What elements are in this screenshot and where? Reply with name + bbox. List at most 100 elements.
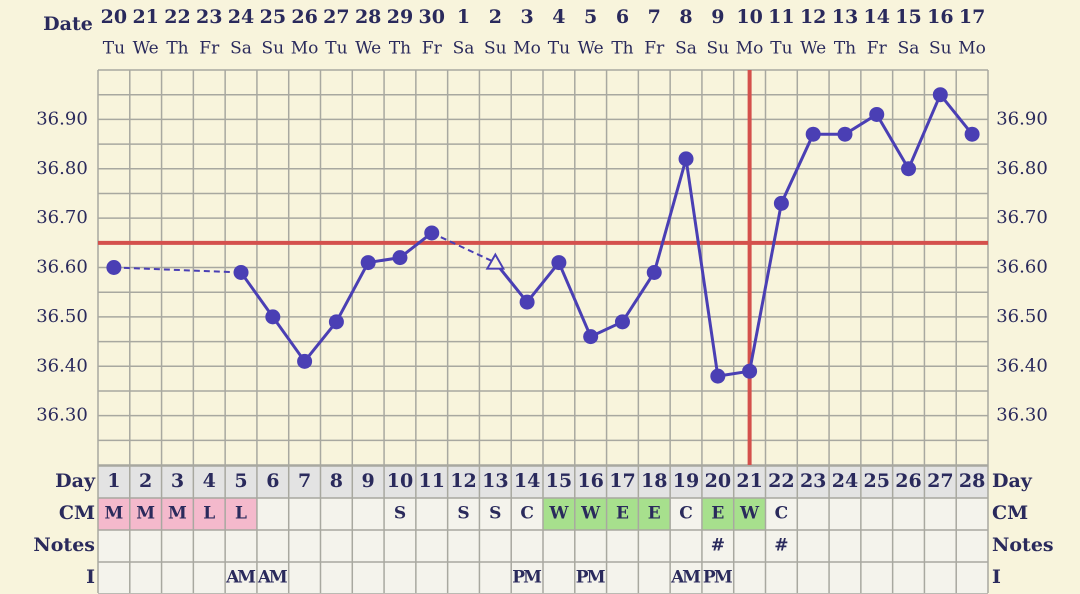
table-cell [543,498,575,530]
table-cell [797,562,830,594]
point [773,195,789,211]
table-cell [829,530,861,562]
weekday-label: Th [834,39,856,59]
cell-text: 3 [171,470,184,492]
date-label: 30 [419,6,445,28]
cell-text: C [775,504,789,524]
y-tick-label: 36.30 [36,405,88,426]
table-cell [829,562,861,594]
table-cell [638,530,671,562]
table-cell [225,498,257,530]
point [710,368,726,384]
row-label-right: Notes [992,534,1054,556]
point [964,126,980,142]
cell-text: 12 [450,470,476,492]
table-cell [860,466,893,498]
table-cell [256,562,289,594]
cell-text: 28 [959,470,985,492]
point [837,126,853,142]
row-label: CM [59,502,95,524]
point [297,353,313,369]
table-cell [797,498,830,530]
line-segment [525,261,561,304]
point [742,363,758,379]
cell-text: S [489,504,501,524]
line-segment [621,271,656,323]
dashed-segment [431,232,496,264]
date-label: 12 [800,6,826,28]
table-cell [733,562,766,594]
table-cell [98,562,130,594]
point [551,255,567,271]
cell-text: M [136,504,155,524]
weekday-label: Fr [867,39,888,59]
weekday-label: We [133,39,159,59]
date-label: 16 [927,6,953,28]
y-tick-label-right: 36.70 [996,207,1048,228]
cell-text: 19 [673,470,699,492]
weekday-label: Tu [103,39,125,59]
cell-text: W [548,504,569,524]
cell-text: PM [703,568,733,588]
date-label: 3 [520,6,533,28]
weekday-label: Tu [325,39,347,59]
table-cell [98,466,130,498]
cell-text: S [457,504,469,524]
date-label: 26 [291,6,317,28]
table-cell [193,562,226,594]
weekday-label: Th [389,39,411,59]
table-cell [256,466,289,498]
y-tick-label-right: 36.60 [996,257,1048,278]
point [392,250,408,266]
table-cell [733,466,766,498]
weekday-label: We [800,39,826,59]
date-label: 1 [457,6,470,28]
table-cell [670,530,702,562]
y-tick-label: 36.80 [36,158,88,179]
cell-text: 1 [107,470,120,492]
table-cell [765,562,798,594]
date-label: 4 [552,6,565,28]
weekday-label: Su [262,39,285,59]
line-segment [271,316,306,363]
table-cell [924,466,957,498]
cell-text: 15 [546,470,572,492]
cell-text: 24 [832,470,858,492]
weekday-label: Tu [548,39,570,59]
cell-text: 21 [736,470,762,492]
line-segment [239,271,275,318]
weekday-label: Tu [770,39,792,59]
line-segment [939,93,974,136]
date-label: 14 [864,6,890,28]
date-label: 21 [132,6,158,28]
table-cell [320,530,353,562]
table-cell [670,562,702,594]
cell-text: 16 [577,470,603,492]
table-cell [860,498,893,530]
point [519,294,535,310]
table-cell [415,562,448,594]
line-segment [335,261,370,323]
cell-text: PM [512,568,542,588]
table-cell [670,498,702,530]
table-cell [574,530,607,562]
table-cell [797,530,830,562]
weekday-label: Su [707,39,730,59]
cell-text: 17 [609,470,635,492]
point [901,161,917,177]
line-segment [684,158,720,377]
cell-text: L [203,504,215,524]
row-label-right: I [992,566,1001,588]
date-label: 10 [736,6,762,28]
point [328,314,344,330]
table-cell [860,530,893,562]
cell-text: 6 [266,470,279,492]
table-cell [129,498,162,530]
table-cell [256,498,289,530]
date-label: 8 [679,6,692,28]
table-cell [765,530,798,562]
line-segment [780,133,815,204]
row-label-right: Day [992,470,1033,492]
cell-text: 13 [482,470,508,492]
table-cell [193,498,226,530]
